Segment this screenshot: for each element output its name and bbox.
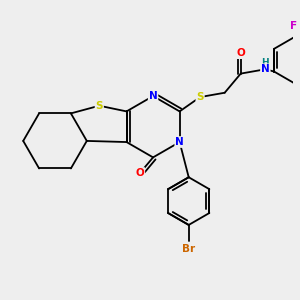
Text: H: H	[262, 58, 269, 67]
Text: F: F	[290, 21, 297, 31]
Text: N: N	[261, 64, 270, 74]
Text: N: N	[149, 91, 158, 101]
Text: Br: Br	[182, 244, 195, 254]
Text: O: O	[136, 168, 144, 178]
Text: S: S	[95, 101, 103, 111]
Text: S: S	[196, 92, 204, 102]
Text: O: O	[236, 48, 245, 58]
Text: N: N	[175, 137, 184, 147]
